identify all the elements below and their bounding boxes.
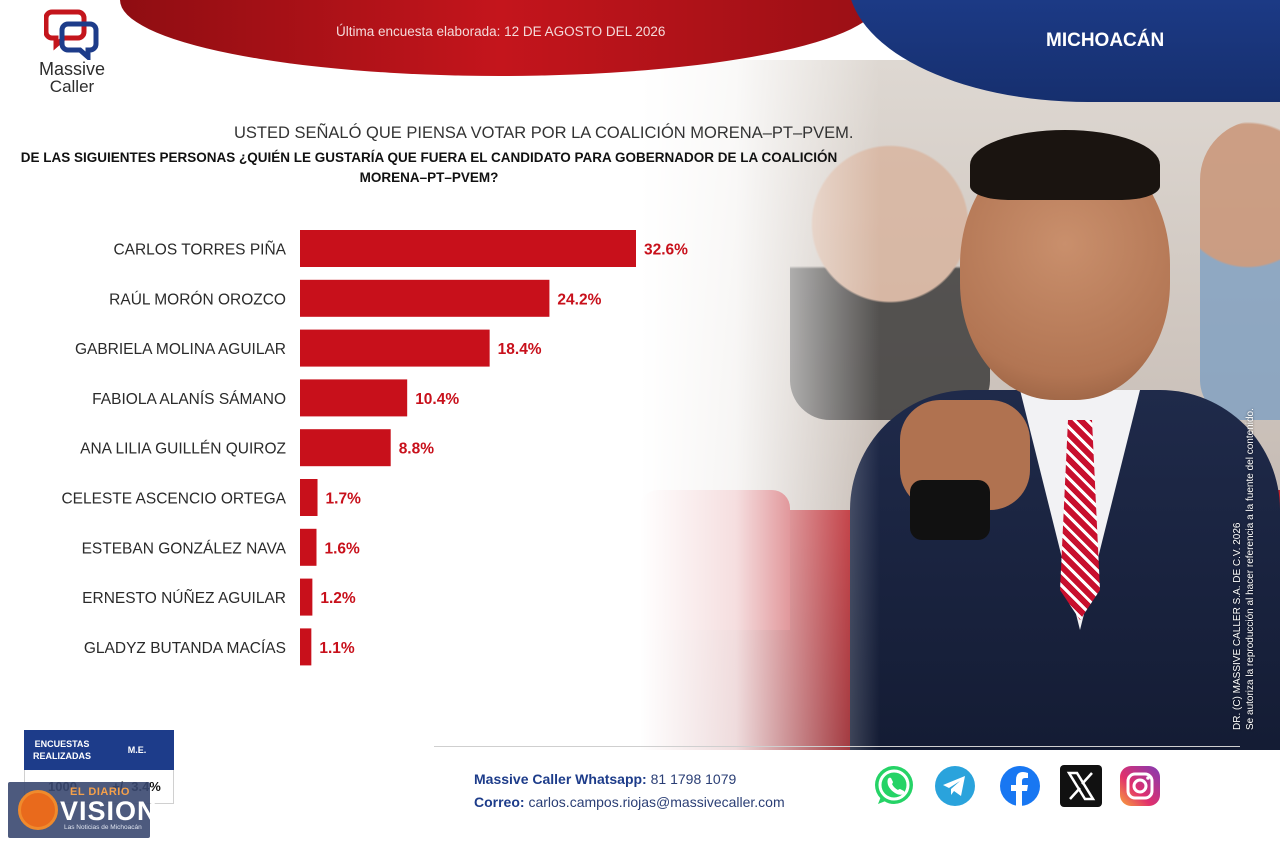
bar — [300, 528, 317, 566]
question-line-1: DE LAS SIGUIENTES PERSONAS ¿QUIÉN LE GUS… — [20, 150, 838, 165]
watermark-top: EL DIARIO — [70, 786, 130, 798]
bar — [300, 479, 318, 516]
stats-header: ENCUESTAS REALIZADAS M.E. — [24, 730, 174, 770]
category-label: ANA LILIA GUILLÉN QUIROZ — [80, 441, 286, 458]
region-label: MICHOACÁN — [1046, 30, 1165, 51]
candidate-photo — [640, 60, 1280, 750]
value-label: 10.4% — [415, 391, 459, 408]
bar — [300, 329, 490, 367]
bar — [300, 429, 391, 467]
bar — [300, 628, 312, 666]
footer-divider — [434, 746, 1240, 747]
x-icon[interactable] — [1059, 764, 1103, 808]
category-label: GLADYZ BUTANDA MACÍAS — [84, 640, 286, 657]
smartwatch — [910, 480, 990, 540]
contact-info: Massive Caller Whatsapp: 81 1798 1079 Co… — [474, 768, 785, 814]
category-label: ERNESTO NÚÑEZ AGUILAR — [82, 590, 286, 607]
email-line: Correo: carlos.campos.riojas@massivecall… — [474, 791, 785, 814]
value-label: 8.8% — [399, 441, 435, 458]
instagram-icon[interactable] — [1118, 764, 1162, 808]
background-person-right — [1200, 120, 1280, 420]
whatsapp-icon[interactable] — [872, 764, 916, 808]
bar — [300, 279, 550, 317]
value-label: 1.1% — [319, 640, 355, 657]
logo-name: Massive — [38, 59, 105, 79]
main-person-hair — [970, 130, 1160, 200]
question-line-2: MORENA–PT–PVEM? — [359, 170, 499, 185]
photo-fade — [640, 60, 880, 750]
copyright-line-2: Se autoriza la reproducción al hacer ref… — [1245, 408, 1256, 730]
whatsapp-label: Massive Caller Whatsapp: — [474, 771, 647, 787]
value-label: 1.2% — [320, 590, 356, 607]
category-label: GABRIELA MOLINA AGUILAR — [75, 341, 286, 358]
category-label: FABIOLA ALANÍS SÁMANO — [92, 391, 286, 408]
bar — [300, 578, 313, 616]
category-label: ESTEBAN GONZÁLEZ NAVA — [82, 540, 287, 557]
bar — [300, 379, 408, 417]
watermark-main: VISION — [60, 796, 158, 826]
surveys-header: ENCUESTAS REALIZADAS — [33, 739, 91, 761]
value-label: 1.7% — [326, 491, 362, 508]
copyright-line-1: DR. (C) MASSIVE CALLER S.A. DE C.V. 2026 — [1232, 522, 1243, 730]
value-label: 24.2% — [557, 291, 601, 308]
category-label: CELESTE ASCENCIO ORTEGA — [61, 491, 286, 508]
watermark-logo-icon — [18, 790, 58, 830]
speech-bubbles-icon — [44, 9, 99, 60]
question-intro: USTED SEÑALÓ QUE PIENSA VOTAR POR LA COA… — [234, 124, 854, 142]
whatsapp-number[interactable]: 81 1798 1079 — [650, 771, 737, 787]
bar — [300, 230, 636, 267]
whatsapp-line: Massive Caller Whatsapp: 81 1798 1079 — [474, 768, 785, 791]
bar-chart: CARLOS TORRES PIÑA 32.6% RAÚL MORÓN OROZCO… — [61, 230, 688, 666]
survey-date: Última encuesta elaborada: 12 DE AGOSTO … — [336, 24, 666, 39]
question-main: DE LAS SIGUIENTES PERSONAS ¿QUIÉN LE GUS… — [14, 148, 844, 188]
email-label: Correo: — [474, 794, 525, 810]
value-label: 32.6% — [644, 242, 688, 259]
watermark-sub: Las Noticias de Michoacán — [64, 824, 142, 831]
value-label: 18.4% — [498, 341, 542, 358]
category-label: RAÚL MORÓN OROZCO — [109, 291, 286, 308]
telegram-icon[interactable] — [933, 764, 977, 808]
massive-caller-logo: Massive Caller — [22, 6, 122, 102]
email-address[interactable]: carlos.campos.riojas@massivecaller.com — [528, 794, 785, 810]
news-watermark: EL DIARIO VISION Las Noticias de Michoac… — [8, 782, 157, 838]
margin-error-header: M.E. — [127, 745, 147, 755]
facebook-icon[interactable] — [998, 764, 1042, 808]
value-label: 1.6% — [324, 540, 360, 557]
copyright-notice: DR. (C) MASSIVE CALLER S.A. DE C.V. 2026… — [1231, 408, 1257, 730]
logo-sub: Caller — [49, 77, 95, 96]
main-person-tie — [1060, 420, 1100, 620]
category-label: CARLOS TORRES PIÑA — [113, 242, 286, 259]
